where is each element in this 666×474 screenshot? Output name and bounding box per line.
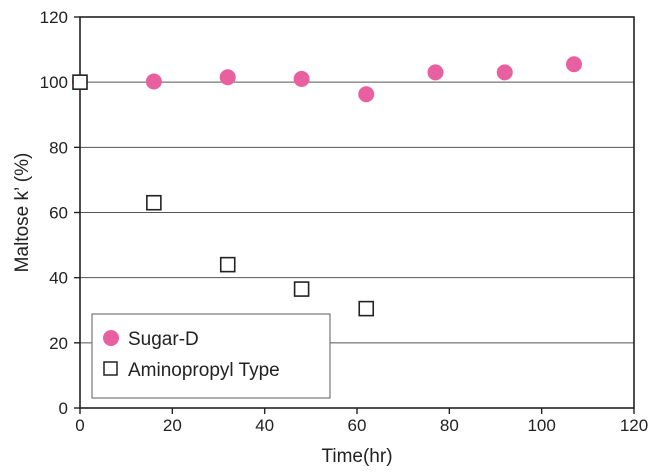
axes: [74, 16, 635, 414]
data-points: [72, 56, 582, 317]
y-tick-label-60: 60: [49, 204, 68, 223]
point-sugar-d-4: [358, 86, 375, 103]
y-tick-label-120: 120: [40, 8, 68, 27]
y-tick-label-80: 80: [49, 138, 68, 157]
y-axis-title: Maltose k’ (%): [12, 153, 33, 273]
legend-marker-aminopropyl: [103, 361, 118, 376]
point-aminopropyl-3: [293, 281, 310, 297]
point-sugar-d-6: [496, 64, 513, 81]
x-tick-label-20: 20: [163, 416, 182, 435]
legend-box: [91, 313, 331, 399]
x-tick-label-60: 60: [348, 416, 367, 435]
point-aminopropyl-4: [358, 300, 375, 317]
legend: Sugar-D Aminopropyl Type: [91, 313, 331, 399]
point-aminopropyl-2: [219, 256, 236, 273]
point-sugar-d-1: [145, 73, 162, 90]
x-tick-label-100: 100: [527, 416, 555, 435]
point-sugar-d-2: [219, 69, 236, 86]
x-tick-label-120: 120: [620, 416, 648, 435]
x-tick-label-80: 80: [440, 416, 459, 435]
x-axis-title: Time(hr): [321, 446, 392, 467]
legend-marker-sugar-d: [103, 330, 119, 346]
point-sugar-d-7: [565, 56, 582, 73]
tick-labels: 0 20 40 60 80 100 120 0 20 40 60 80 100 120: [40, 8, 649, 435]
x-tick-label-40: 40: [255, 416, 274, 435]
y-tick-label-100: 100: [40, 73, 68, 92]
x-tick-label-0: 0: [75, 416, 84, 435]
point-aminopropyl-0: [72, 74, 88, 90]
y-tick-label-20: 20: [49, 334, 68, 353]
grid-lines: [80, 81, 634, 344]
y-tick-label-40: 40: [49, 269, 68, 288]
legend-label-aminopropyl: Aminopropyl Type: [128, 360, 280, 381]
y-tick-label-0: 0: [59, 399, 68, 418]
legend-label-sugar-d: Sugar-D: [128, 329, 199, 350]
point-sugar-d-3: [293, 70, 310, 87]
point-sugar-d-5: [427, 64, 444, 81]
point-aminopropyl-1: [146, 194, 162, 211]
